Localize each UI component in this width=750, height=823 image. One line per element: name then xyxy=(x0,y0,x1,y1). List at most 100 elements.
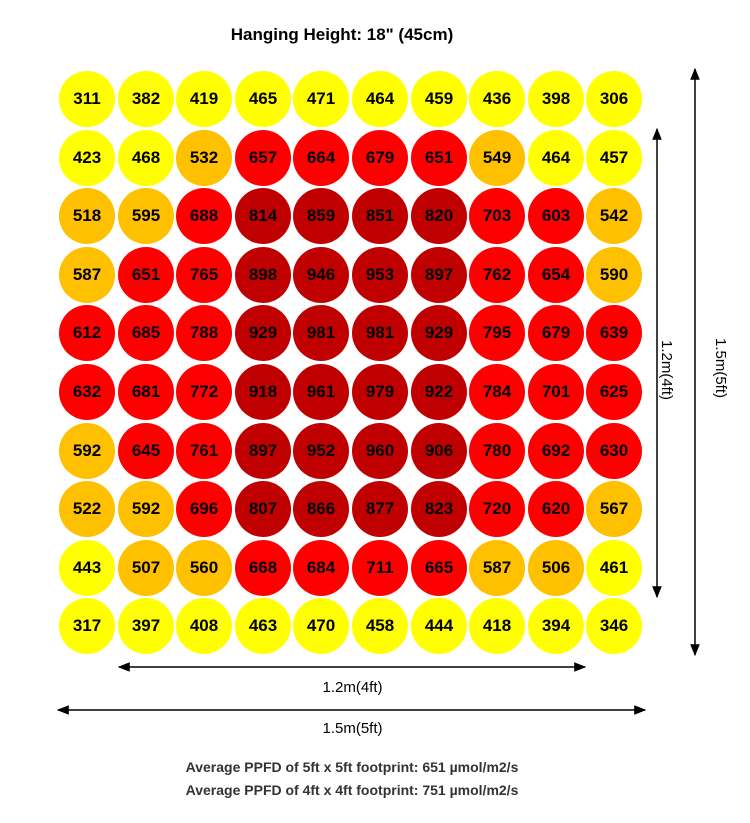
ppfd-cell: 918 xyxy=(235,364,291,420)
ppfd-cell: 645 xyxy=(118,423,174,479)
ppfd-cell: 522 xyxy=(59,481,115,537)
ppfd-cell: 632 xyxy=(59,364,115,420)
ppfd-cell: 866 xyxy=(293,481,349,537)
ppfd-cell: 639 xyxy=(586,305,642,361)
ppfd-cell: 953 xyxy=(352,247,408,303)
ppfd-cell: 765 xyxy=(176,247,232,303)
ppfd-cell: 960 xyxy=(352,423,408,479)
outer-width-label: 1.5m(5ft) xyxy=(322,720,383,737)
ppfd-cell: 897 xyxy=(235,423,291,479)
ppfd-cell: 542 xyxy=(586,188,642,244)
ppfd-cell: 696 xyxy=(176,481,232,537)
ppfd-cell: 979 xyxy=(352,364,408,420)
ppfd-cell: 436 xyxy=(469,71,525,127)
ppfd-cell: 795 xyxy=(469,305,525,361)
ppfd-cell: 851 xyxy=(352,188,408,244)
ppfd-cell: 762 xyxy=(469,247,525,303)
ppfd-cell: 981 xyxy=(352,305,408,361)
ppfd-cell: 463 xyxy=(235,598,291,654)
ppfd-cell: 788 xyxy=(176,305,232,361)
ppfd-cell: 679 xyxy=(352,130,408,186)
inner-height-label: 1.2m(4ft) xyxy=(658,339,675,400)
ppfd-cell: 465 xyxy=(235,71,291,127)
ppfd-cell: 471 xyxy=(293,71,349,127)
ppfd-cell: 681 xyxy=(118,364,174,420)
ppfd-cell: 820 xyxy=(411,188,467,244)
ppfd-cell: 419 xyxy=(176,71,232,127)
ppfd-cell: 761 xyxy=(176,423,232,479)
ppfd-cell: 444 xyxy=(411,598,467,654)
ppfd-cell: 684 xyxy=(293,540,349,596)
ppfd-cell: 664 xyxy=(293,130,349,186)
ppfd-cell: 464 xyxy=(352,71,408,127)
ppfd-cell: 394 xyxy=(528,598,584,654)
ppfd-cell: 946 xyxy=(293,247,349,303)
ppfd-cell: 897 xyxy=(411,247,467,303)
ppfd-cell: 468 xyxy=(118,130,174,186)
ppfd-cell: 651 xyxy=(118,247,174,303)
ppfd-cell: 443 xyxy=(59,540,115,596)
ppfd-cell: 877 xyxy=(352,481,408,537)
ppfd-cell: 590 xyxy=(586,247,642,303)
ppfd-cell: 688 xyxy=(176,188,232,244)
ppfd-cell: 560 xyxy=(176,540,232,596)
ppfd-cell: 317 xyxy=(59,598,115,654)
ppfd-cell: 922 xyxy=(411,364,467,420)
inner-width-label: 1.2m(4ft) xyxy=(322,679,383,696)
ppfd-cell: 620 xyxy=(528,481,584,537)
ppfd-cell: 625 xyxy=(586,364,642,420)
ppfd-cell: 692 xyxy=(528,423,584,479)
ppfd-cell: 470 xyxy=(293,598,349,654)
ppfd-cell: 382 xyxy=(118,71,174,127)
ppfd-cell: 507 xyxy=(118,540,174,596)
ppfd-cell: 703 xyxy=(469,188,525,244)
ppfd-cell: 595 xyxy=(118,188,174,244)
ppfd-cell: 665 xyxy=(411,540,467,596)
ppfd-cell: 506 xyxy=(528,540,584,596)
ppfd-cell: 859 xyxy=(293,188,349,244)
ppfd-cell: 408 xyxy=(176,598,232,654)
ppfd-cell: 532 xyxy=(176,130,232,186)
ppfd-cell: 587 xyxy=(59,247,115,303)
ppfd-cell: 461 xyxy=(586,540,642,596)
ppfd-cell: 457 xyxy=(586,130,642,186)
ppfd-cell: 906 xyxy=(411,423,467,479)
ppfd-cell: 701 xyxy=(528,364,584,420)
ppfd-cell: 567 xyxy=(586,481,642,537)
ppfd-cell: 458 xyxy=(352,598,408,654)
ppfd-cell: 981 xyxy=(293,305,349,361)
ppfd-cell: 518 xyxy=(59,188,115,244)
ppfd-cell: 807 xyxy=(235,481,291,537)
ppfd-cell: 549 xyxy=(469,130,525,186)
ppfd-cell: 929 xyxy=(235,305,291,361)
ppfd-cell: 772 xyxy=(176,364,232,420)
ppfd-cell: 952 xyxy=(293,423,349,479)
ppfd-cell: 630 xyxy=(586,423,642,479)
ppfd-cell: 397 xyxy=(118,598,174,654)
ppfd-cell: 657 xyxy=(235,130,291,186)
ppfd-cell: 679 xyxy=(528,305,584,361)
ppfd-cell: 823 xyxy=(411,481,467,537)
ppfd-cell: 654 xyxy=(528,247,584,303)
chart-title: Hanging Height: 18" (45cm) xyxy=(230,25,454,44)
ppfd-cell: 929 xyxy=(411,305,467,361)
ppfd-cell: 780 xyxy=(469,423,525,479)
ppfd-cell: 603 xyxy=(528,188,584,244)
footer-average-5ft: Average PPFD of 5ft x 5ft footprint: 651… xyxy=(185,759,519,775)
ppfd-cell: 587 xyxy=(469,540,525,596)
ppfd-cell: 814 xyxy=(235,188,291,244)
ppfd-cell: 423 xyxy=(59,130,115,186)
ppfd-cell: 418 xyxy=(469,598,525,654)
ppfd-cell: 711 xyxy=(352,540,408,596)
ppfd-cell: 311 xyxy=(59,71,115,127)
ppfd-cell: 784 xyxy=(469,364,525,420)
ppfd-cell: 592 xyxy=(59,423,115,479)
ppfd-cell: 651 xyxy=(411,130,467,186)
ppfd-cell: 306 xyxy=(586,71,642,127)
ppfd-cell: 668 xyxy=(235,540,291,596)
ppfd-cell: 898 xyxy=(235,247,291,303)
ppfd-cell: 398 xyxy=(528,71,584,127)
outer-height-label: 1.5m(5ft) xyxy=(712,337,729,398)
ppfd-cell: 961 xyxy=(293,364,349,420)
